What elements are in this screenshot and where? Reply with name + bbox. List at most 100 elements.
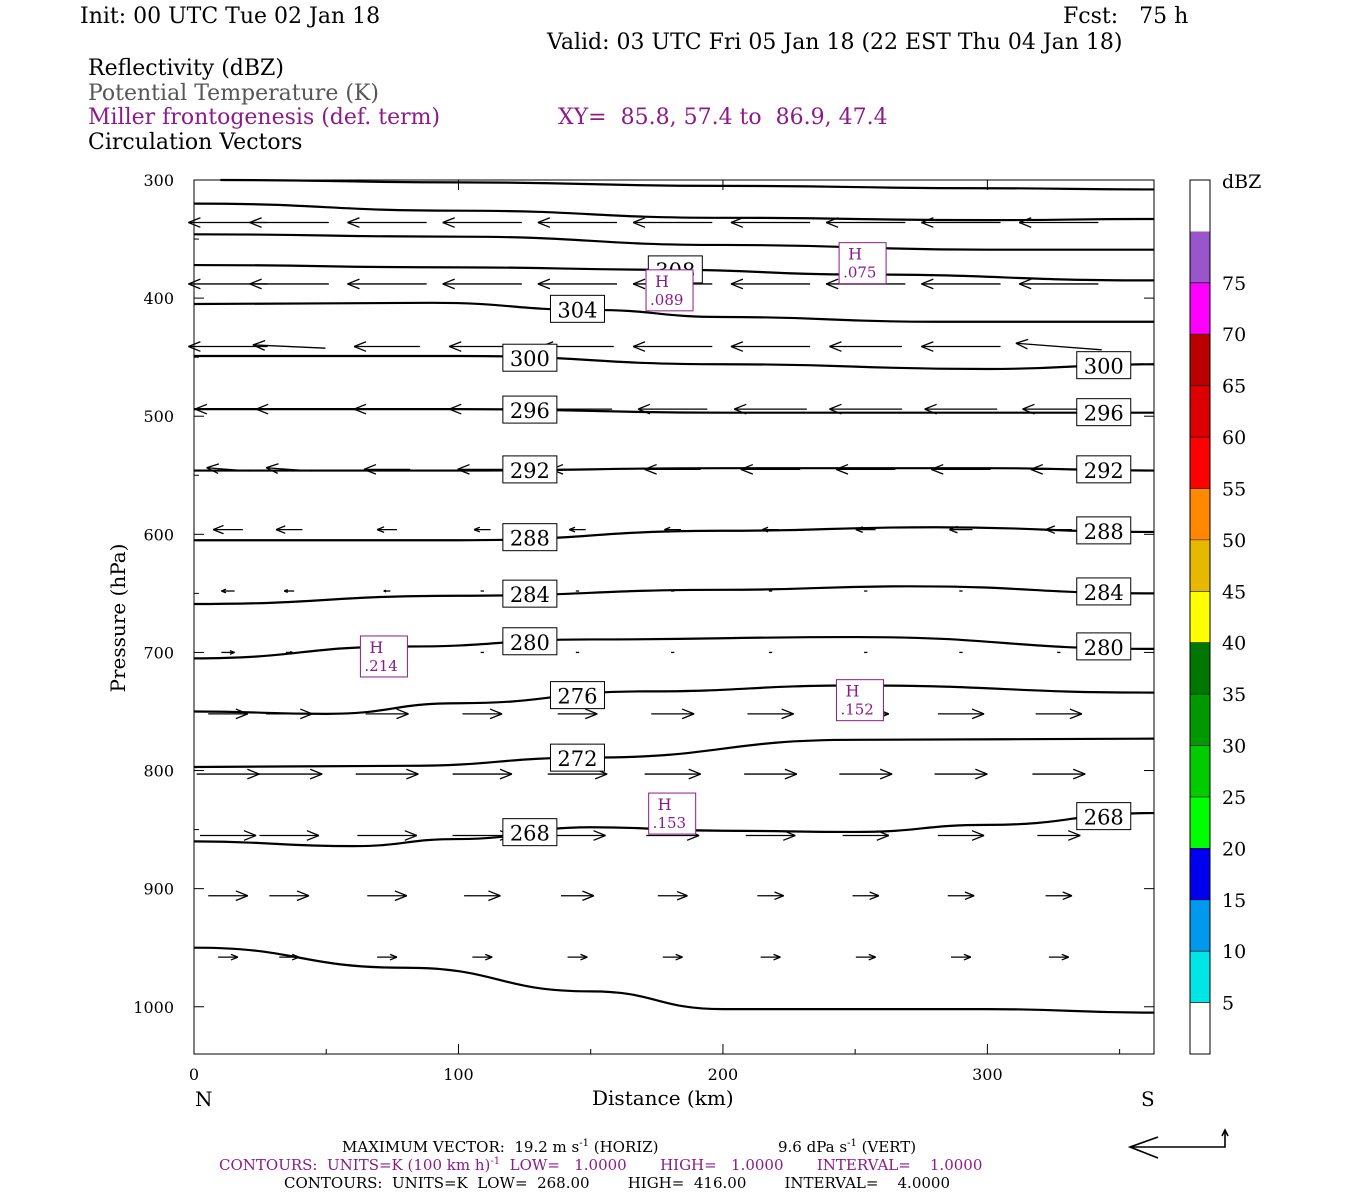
- frontogenesis-max-label: H: [848, 245, 862, 264]
- contours1-unit: -1: [490, 1156, 501, 1167]
- circulation-vector: [855, 953, 876, 961]
- circulation-vector: [949, 525, 973, 534]
- circulation-vector: [218, 953, 239, 961]
- reference-vector: [1127, 1128, 1229, 1159]
- circulation-vector: [256, 768, 323, 780]
- colorbar-label: 35: [1222, 684, 1246, 706]
- contour-label: 280: [502, 627, 558, 656]
- y-tick-label: 700: [143, 643, 174, 662]
- circulation-vector: [353, 403, 421, 415]
- circulation-vector: [376, 526, 397, 533]
- circulation-vector: [1048, 953, 1069, 961]
- circulation-vector: [284, 589, 295, 594]
- footer-max-vector-vert: 9.6 dPa s-1 (VERT): [778, 1138, 916, 1156]
- x-axis-title: Distance (km): [592, 1086, 734, 1110]
- circulation-vector: [951, 953, 972, 961]
- colorbar-swatch: [1190, 334, 1210, 386]
- colorbar-label: 70: [1222, 324, 1246, 346]
- circulation-vector: [347, 217, 427, 228]
- circulation-vector: [644, 463, 701, 475]
- circulation-vector: [921, 217, 1001, 228]
- circulation-vector: [472, 953, 493, 961]
- colorbar-label: 65: [1222, 376, 1246, 398]
- circulation-vector: [1045, 891, 1073, 901]
- contour-label-text: 292: [1084, 459, 1124, 483]
- contour-label: 276: [549, 681, 605, 710]
- frontogenesis-max: H.214: [359, 635, 408, 678]
- circulation-vector: [347, 278, 427, 290]
- circulation-vector: [357, 830, 417, 841]
- footer-max-vector: MAXIMUM VECTOR: 19.2 m s-1 (HORIZ): [342, 1138, 658, 1156]
- contour-label: 284: [502, 579, 558, 608]
- legend-potential-temperature: Potential Temperature (K): [88, 81, 379, 106]
- circulation-vector: [208, 890, 249, 902]
- frontogenesis-max-value: .153: [653, 814, 686, 832]
- circulation-vector: [937, 830, 985, 841]
- colorbar-swatch: [1190, 282, 1210, 335]
- colorbar-swatch: [1190, 180, 1210, 232]
- contour-label: 292: [1076, 455, 1132, 484]
- circulation-vector: [249, 217, 329, 228]
- frontogenesis-max-value: .089: [650, 291, 683, 309]
- contour-label: 268: [1076, 802, 1132, 831]
- theta-contour: [194, 354, 1155, 371]
- frontogenesis-max-value: .152: [840, 701, 873, 719]
- contour-label-text: 280: [510, 631, 550, 655]
- frontogenesis-max-value: .075: [843, 264, 876, 282]
- contour-label-text: 280: [1084, 636, 1124, 660]
- circulation-vector: [275, 525, 303, 534]
- reference-vector-line: [1130, 1130, 1226, 1148]
- circulation-vector: [921, 278, 1001, 290]
- circulation-vector: [1018, 278, 1099, 290]
- circulation-vector: [265, 463, 313, 474]
- colorbar-swatch: [1190, 694, 1210, 746]
- contours1-text: CONTOURS: UNITS=K (100 km h): [219, 1156, 491, 1174]
- circulation-vector: [452, 768, 513, 780]
- colorbar-swatch: [1190, 745, 1210, 797]
- reference-vector-vert-head: [1221, 1128, 1229, 1137]
- circulation-vector: [632, 341, 713, 352]
- colorbar-label: 20: [1222, 838, 1246, 860]
- circulation-vector: [367, 890, 408, 902]
- contour-label-text: 304: [557, 298, 597, 322]
- circulation-vector: [1035, 708, 1083, 720]
- circulation-vector: [567, 953, 588, 961]
- circulation-vector: [221, 588, 235, 594]
- circulation-vector: [829, 341, 903, 352]
- circulation-vector: [1045, 525, 1072, 534]
- colorbar-unit: dBZ: [1222, 171, 1261, 193]
- circulation-vector: [947, 891, 975, 901]
- end-label-right: S: [1141, 1087, 1155, 1111]
- legend-circulation-vectors: Circulation Vectors: [88, 130, 303, 155]
- frontogenesis-max: H.089: [645, 269, 694, 312]
- circulation-vector: [664, 526, 681, 533]
- circulation-vector: [1018, 217, 1099, 228]
- plot-frame: [193, 179, 1155, 1055]
- contours1-tail: LOW= 1.0000 HIGH= 1.0000 INTERVAL= 1.000…: [500, 1156, 983, 1174]
- circulation-vector: [835, 463, 896, 475]
- circulation-vectors: [188, 217, 1102, 961]
- circulation-vector: [550, 463, 604, 475]
- circulation-vector: [442, 278, 522, 290]
- contour-label-text: 268: [510, 822, 550, 846]
- theta-contour: [194, 526, 1155, 542]
- colorbar-swatch: [1190, 642, 1210, 695]
- theta-contour: [193, 737, 1155, 769]
- y-tick-label: 500: [143, 407, 174, 426]
- colorbar-label: 55: [1222, 478, 1246, 500]
- circulation-vector: [657, 890, 688, 901]
- contour-label: 280: [1076, 632, 1132, 661]
- frontogenesis-max: H.153: [648, 792, 697, 835]
- contour-label-text: 288: [1084, 520, 1124, 544]
- circulation-vector: [457, 463, 508, 475]
- circulation-vector: [921, 341, 1001, 352]
- circulation-vector: [745, 830, 796, 841]
- legend-miller-frontogenesis: Miller frontogenesis (def. term): [88, 105, 441, 130]
- contour-label-text: 276: [557, 685, 597, 709]
- max-vector-vert-unit: -1: [847, 1138, 857, 1149]
- contour-label: 296: [1076, 398, 1132, 427]
- contour-label: 300: [1076, 351, 1132, 380]
- max-vector-text: MAXIMUM VECTOR: 19.2 m s: [342, 1138, 580, 1156]
- contour-label: 268: [502, 818, 558, 847]
